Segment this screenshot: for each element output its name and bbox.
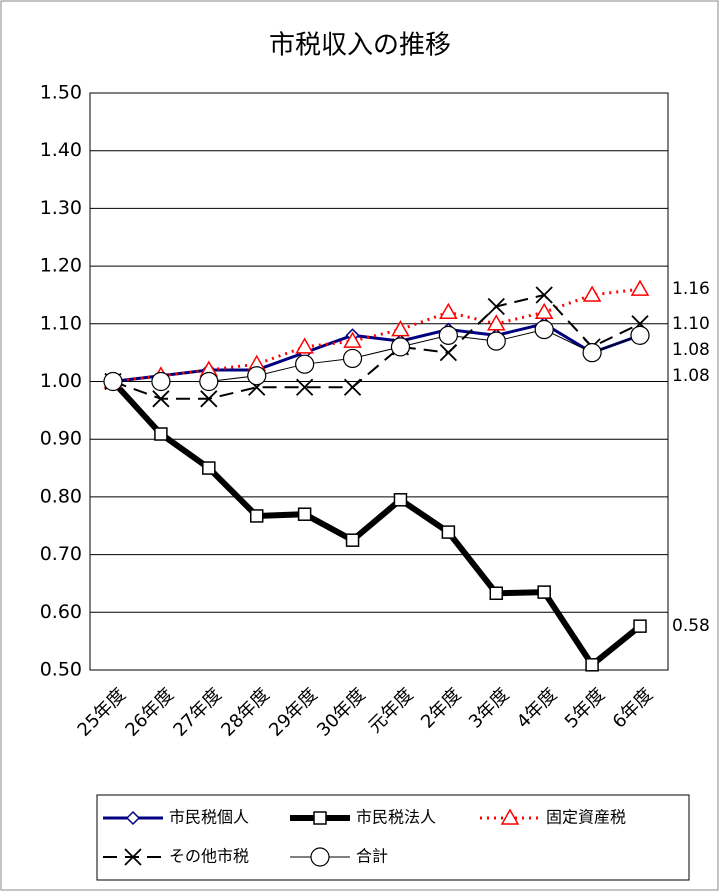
y-tick-label: 0.90 — [40, 428, 82, 450]
data-label: 1.08 — [672, 366, 710, 386]
marker — [486, 331, 506, 351]
y-tick-label: 1.40 — [40, 139, 82, 161]
marker — [103, 371, 123, 392]
y-tick-label: 1.50 — [40, 82, 82, 104]
marker — [487, 297, 505, 316]
series-line — [112, 293, 641, 400]
legend-label: 市民税個人 — [169, 808, 249, 827]
legend-label: その他市税 — [169, 847, 249, 866]
legend-marker — [500, 808, 520, 825]
marker — [202, 461, 216, 475]
marker — [535, 286, 553, 304]
marker — [152, 390, 170, 408]
marker — [295, 378, 314, 396]
marker — [489, 586, 504, 601]
legend-box — [96, 794, 690, 881]
series — [103, 319, 650, 392]
marker — [343, 331, 362, 348]
marker — [391, 320, 410, 337]
marker — [582, 343, 602, 363]
legend-marker — [313, 811, 327, 825]
y-tick-label: 1.20 — [40, 255, 82, 277]
marker — [249, 509, 264, 523]
marker — [585, 658, 599, 672]
marker — [582, 285, 602, 302]
y-tick-label: 1.00 — [40, 370, 82, 392]
y-tick-label: 0.80 — [40, 485, 82, 507]
marker — [390, 337, 411, 357]
marker — [393, 493, 408, 507]
y-tick-label: 0.70 — [40, 543, 82, 565]
marker — [439, 344, 458, 362]
chart-title: 市税収入の推移 — [269, 31, 451, 61]
legend-marker — [125, 810, 141, 826]
marker — [343, 378, 362, 396]
data-label: 1.16 — [672, 279, 710, 299]
marker — [534, 302, 554, 320]
marker — [199, 371, 219, 392]
marker — [439, 302, 458, 320]
marker — [345, 533, 360, 547]
legend-label: 固定資産税 — [546, 808, 626, 827]
marker — [247, 366, 267, 386]
legend-label: 市民税法人 — [356, 808, 436, 827]
data-label: 0.58 — [672, 616, 710, 636]
data-label: 1.08 — [672, 340, 710, 360]
y-tick-label: 1.10 — [40, 312, 82, 334]
y-tick-label: 0.50 — [40, 659, 82, 681]
legend-marker — [310, 847, 330, 867]
y-tick-label: 0.60 — [40, 601, 82, 623]
marker — [154, 427, 168, 441]
series-line — [110, 379, 642, 670]
y-tick-label: 1.30 — [40, 197, 82, 219]
marker — [297, 507, 312, 521]
marker — [438, 325, 458, 345]
marker — [534, 319, 554, 340]
data-label: 1.10 — [672, 314, 710, 334]
marker — [537, 585, 551, 599]
marker — [200, 390, 218, 408]
marker — [633, 619, 647, 633]
marker — [295, 354, 315, 374]
marker — [151, 371, 171, 392]
marker — [486, 314, 506, 331]
marker — [630, 279, 650, 296]
marker — [342, 348, 363, 369]
legend-label: 合計 — [356, 847, 388, 866]
marker — [441, 525, 456, 539]
marker — [295, 337, 314, 354]
marker — [630, 325, 650, 345]
legend-marker — [124, 848, 142, 866]
